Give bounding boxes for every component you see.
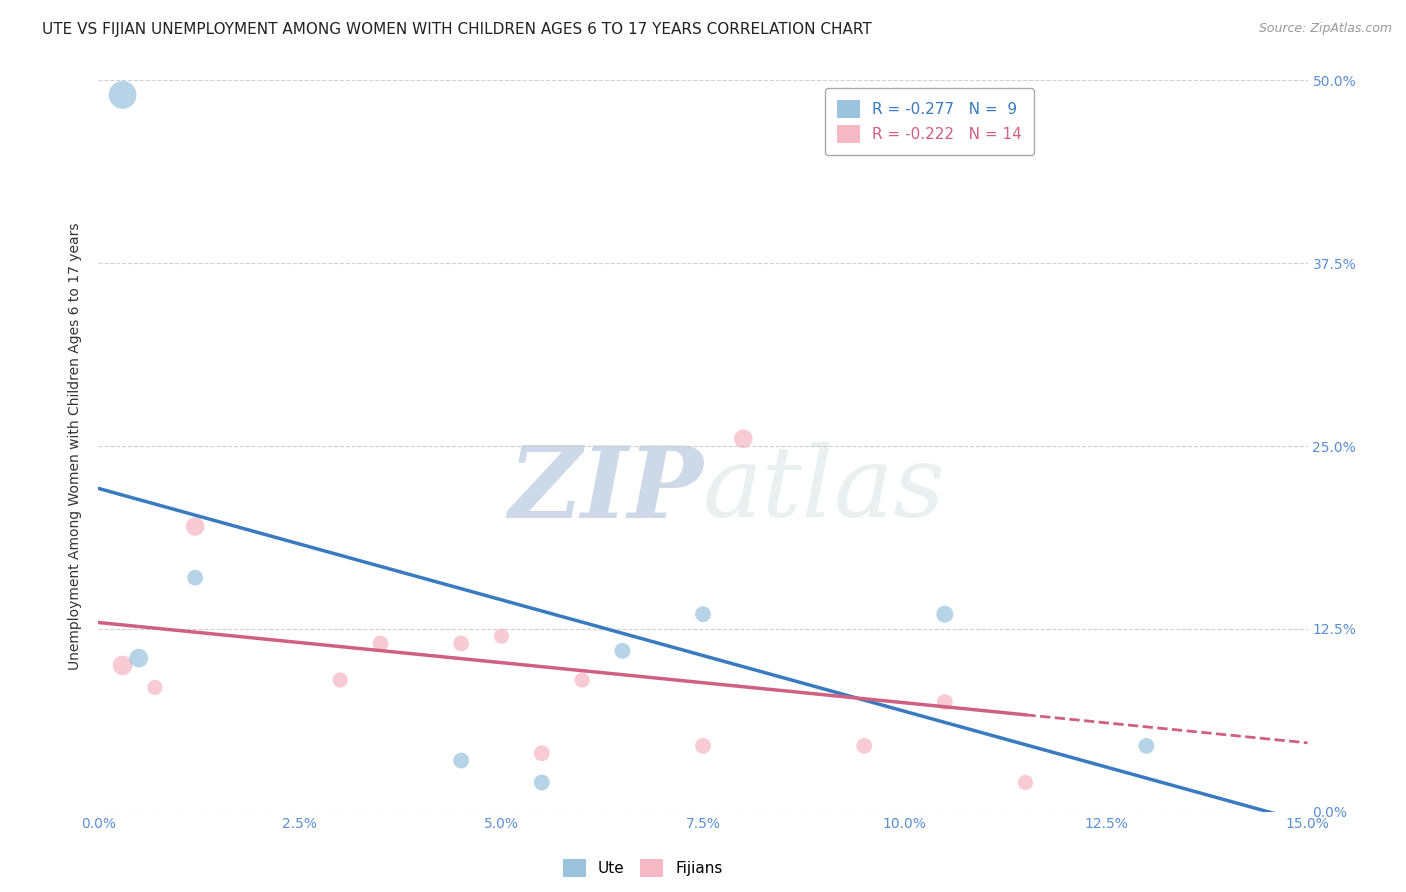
Legend: Ute, Fijians: Ute, Fijians	[555, 852, 730, 885]
Point	[111, 658, 134, 673]
Point	[612, 644, 634, 658]
Point	[934, 607, 956, 622]
Point	[692, 739, 714, 753]
Point	[370, 636, 392, 650]
Point	[853, 739, 876, 753]
Y-axis label: Unemployment Among Women with Children Ages 6 to 17 years: Unemployment Among Women with Children A…	[69, 222, 83, 670]
Point	[143, 681, 166, 695]
Point	[1014, 775, 1036, 789]
Point	[530, 746, 553, 760]
Point	[450, 636, 472, 650]
Point	[934, 695, 956, 709]
Point	[571, 673, 593, 687]
Point	[128, 651, 150, 665]
Point	[184, 519, 207, 533]
Point	[450, 754, 472, 768]
Point	[184, 571, 207, 585]
Point	[491, 629, 513, 643]
Point	[692, 607, 714, 622]
Text: atlas: atlas	[703, 442, 946, 538]
Text: UTE VS FIJIAN UNEMPLOYMENT AMONG WOMEN WITH CHILDREN AGES 6 TO 17 YEARS CORRELAT: UTE VS FIJIAN UNEMPLOYMENT AMONG WOMEN W…	[42, 22, 872, 37]
Text: ZIP: ZIP	[508, 442, 703, 538]
Point	[1135, 739, 1157, 753]
Point	[733, 432, 755, 446]
Point	[329, 673, 352, 687]
Text: Source: ZipAtlas.com: Source: ZipAtlas.com	[1258, 22, 1392, 36]
Point	[530, 775, 553, 789]
Point	[111, 87, 134, 102]
